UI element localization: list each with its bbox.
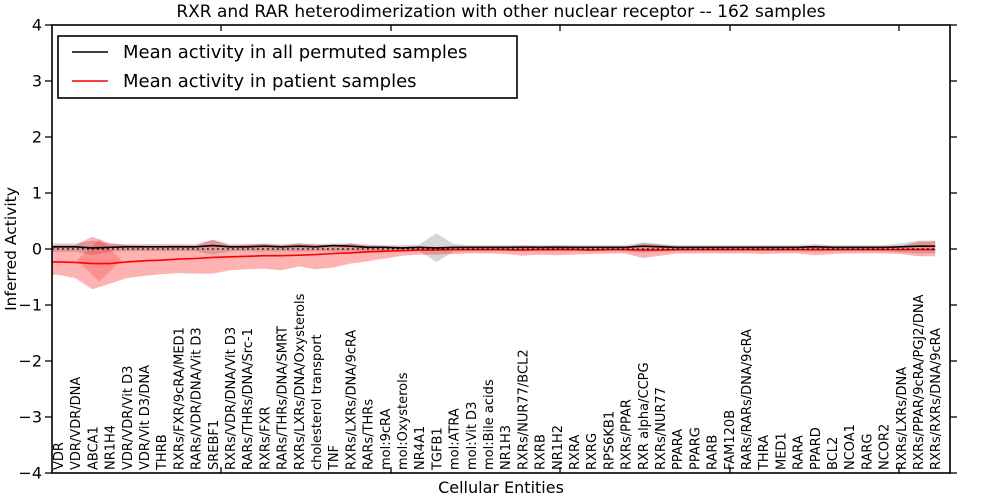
x-category-label: RARs/THRs/DNA/SMRT	[276, 326, 291, 470]
y-axis-label: Inferred Activity	[2, 187, 20, 311]
y-tick-label: 3	[32, 72, 42, 91]
x-category-label: RARB	[706, 435, 721, 470]
legend-label-patient: Mean activity in patient samples	[123, 71, 417, 92]
y-tick-label: 4	[32, 16, 42, 35]
x-category-label: mol:ATRA	[448, 408, 463, 470]
x-category-label: RXRs/LXRs/DNA	[895, 367, 910, 470]
x-category-label: THRA	[757, 435, 772, 471]
x-category-label: mol:Oxysterols	[396, 372, 411, 470]
x-category-label: RXRs/NUR77/BCL2	[516, 349, 531, 470]
x-category-label: NR1H3	[499, 425, 514, 470]
x-category-label: VDR	[52, 442, 67, 470]
x-category-label: RXRs/PPAR	[620, 399, 635, 470]
x-category-label: RXRG	[585, 433, 600, 470]
x-category-label: RARs/THRs/DNA/Src-1	[241, 328, 256, 470]
x-category-label: THRB	[155, 434, 170, 471]
chart-title: RXR and RAR heterodimerization with othe…	[176, 2, 825, 22]
x-category-label: RXRs/FXR	[258, 406, 273, 470]
y-tick-label: −1	[18, 296, 42, 315]
x-category-label: cholesterol transport	[310, 334, 325, 470]
permuted-mean-line	[52, 244, 936, 249]
x-category-label: RXRs/VDR/DNA/Vit D3	[224, 327, 239, 470]
x-category-label: VDR/Vit D3/DNA	[138, 365, 153, 470]
x-category-label: NR1H4	[104, 425, 119, 470]
x-category-label: RARs/THRs	[362, 399, 377, 470]
x-axis-label: Cellular Entities	[438, 478, 564, 497]
y-tick-label: −4	[18, 464, 42, 483]
x-category-label: RXRs/PPAR/9cRA/PGJ2/DNA	[912, 294, 927, 470]
x-category-label: TNF	[327, 445, 342, 471]
x-category-label: RXR alpha/CCPG	[637, 362, 652, 470]
x-category-label: BCL2	[826, 437, 841, 470]
legend-label-permuted: Mean activity in all permuted samples	[123, 42, 467, 63]
legend-box	[57, 35, 518, 99]
x-category-label: NCOR2	[878, 424, 893, 470]
x-category-label: mol:Bile acids	[482, 379, 497, 470]
x-category-label: RPS6KB1	[602, 411, 617, 470]
x-category-label: SREBF1	[207, 420, 222, 470]
y-tick-label: −2	[18, 352, 42, 371]
x-category-label: VDR/VDR/DNA	[69, 377, 84, 470]
x-category-label: NCOA1	[843, 424, 858, 470]
x-category-label: RXRA	[568, 435, 583, 470]
x-category-label: PPARD	[809, 427, 824, 470]
patient-band-inner-diamond	[76, 238, 122, 282]
x-category-label: RARG	[860, 433, 875, 470]
legend: Mean activity in all permuted samples Me…	[57, 35, 518, 99]
x-category-label: RXRs/LXRs/DNA/Oxysterols	[293, 293, 308, 470]
x-category-label: RXRs/NUR77	[654, 387, 669, 470]
x-category-label: RARs/RARs/DNA/9cRA	[740, 329, 755, 470]
x-category-label: PPARA	[671, 429, 686, 470]
y-tick-label: −3	[18, 408, 42, 427]
x-category-label: FAM120B	[723, 410, 738, 470]
x-category-label: ABCA1	[86, 426, 101, 470]
x-category-label: mol:9cRA	[379, 408, 394, 470]
x-category-label: RXRB	[534, 434, 549, 470]
x-category-label: mol:Vit D3	[465, 402, 480, 470]
x-category-label: VDR/VDR/Vit D3	[121, 366, 136, 470]
x-category-label: RARA	[792, 435, 807, 470]
x-category-label: RXRs/RXRs/DNA/9cRA	[929, 328, 944, 470]
y-tick-label: 2	[32, 128, 42, 147]
x-category-label: PPARG	[688, 427, 703, 470]
y-tick-label: 1	[32, 184, 42, 203]
x-category-label: NR1H2	[551, 425, 566, 470]
x-category-label: RARs/VDR/DNA/Vit D3	[190, 327, 205, 470]
x-category-label: NR4A1	[413, 426, 428, 470]
y-tick-label: 0	[32, 240, 42, 259]
x-category-label: MED1	[774, 432, 789, 470]
x-category-label: TGFB1	[430, 427, 445, 471]
x-category-label: RXRs/LXRs/DNA/9cRA	[344, 330, 359, 470]
x-category-label: RXRs/FXR/9cRA/MED1	[172, 327, 187, 470]
